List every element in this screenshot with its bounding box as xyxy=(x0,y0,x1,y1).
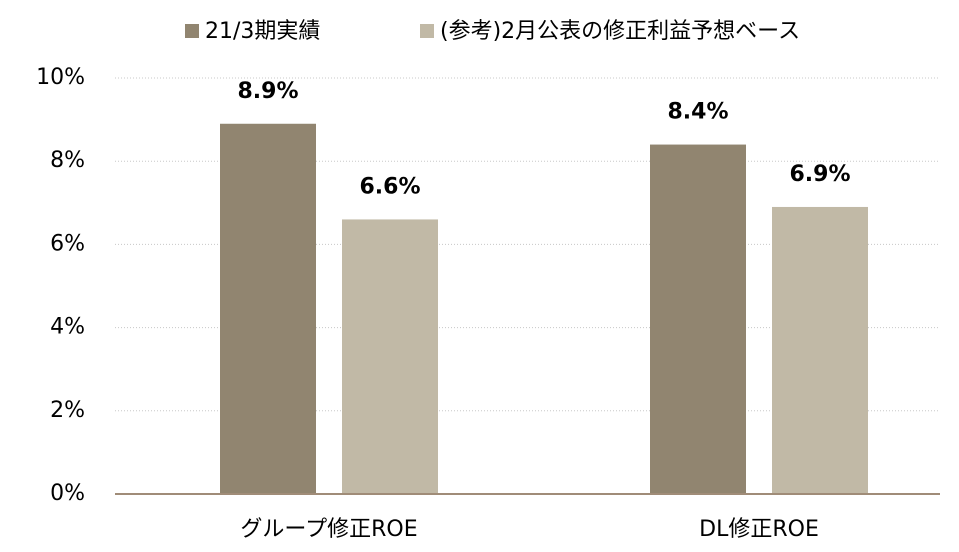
bar xyxy=(772,206,868,494)
x-tick-label: グループ修正ROE xyxy=(240,517,417,542)
legend-label: (参考)2月公表の修正利益予想ベース xyxy=(440,19,800,44)
bar xyxy=(650,144,746,494)
legend-swatch xyxy=(420,24,434,38)
legend-swatch xyxy=(185,24,199,38)
value-label: 6.9% xyxy=(789,162,850,187)
y-tick-label: 8% xyxy=(50,148,85,173)
value-label: 8.9% xyxy=(237,79,298,104)
y-tick-label: 6% xyxy=(50,231,85,256)
value-label: 6.6% xyxy=(359,174,420,199)
y-tick-label: 0% xyxy=(50,481,85,506)
legend-label: 21/3期実績 xyxy=(205,19,320,44)
y-tick-label: 4% xyxy=(50,315,85,340)
value-label: 8.4% xyxy=(667,100,728,125)
bar xyxy=(220,123,316,494)
x-tick-label: DL修正ROE xyxy=(699,517,819,542)
y-tick-label: 2% xyxy=(50,398,85,423)
bar xyxy=(342,219,438,494)
y-tick-label: 10% xyxy=(36,65,85,90)
